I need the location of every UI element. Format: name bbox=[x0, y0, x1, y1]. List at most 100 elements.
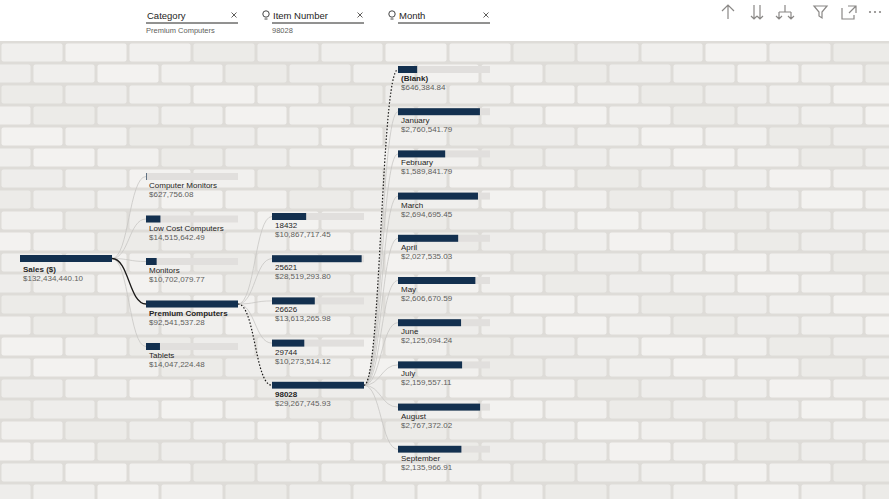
brick bbox=[2, 86, 63, 104]
brick bbox=[98, 443, 159, 461]
brick bbox=[0, 317, 31, 335]
brick bbox=[610, 107, 671, 125]
brick bbox=[450, 44, 511, 62]
brick bbox=[130, 128, 191, 146]
filter-icon[interactable] bbox=[814, 6, 827, 18]
brick bbox=[226, 191, 287, 209]
expand-level-icon[interactable] bbox=[776, 5, 794, 19]
clear-stroke[interactable] bbox=[484, 13, 489, 18]
brick bbox=[226, 149, 287, 167]
more-options-icon[interactable] bbox=[874, 11, 876, 13]
bar[interactable] bbox=[398, 404, 480, 411]
brick bbox=[162, 485, 223, 499]
bar[interactable] bbox=[398, 193, 478, 200]
bar[interactable] bbox=[272, 255, 362, 262]
brick bbox=[610, 485, 671, 499]
brick bbox=[546, 65, 607, 83]
bar[interactable] bbox=[398, 319, 461, 326]
brick bbox=[642, 128, 703, 146]
brick bbox=[194, 128, 255, 146]
filter-clear[interactable] bbox=[358, 13, 363, 18]
bar-track bbox=[146, 343, 238, 350]
brick bbox=[802, 65, 863, 83]
header-band bbox=[0, 0, 889, 41]
brick bbox=[866, 65, 889, 83]
brick bbox=[706, 170, 767, 188]
brick bbox=[482, 359, 543, 377]
bar[interactable] bbox=[398, 446, 461, 453]
bar[interactable] bbox=[146, 301, 238, 308]
bar[interactable] bbox=[272, 382, 364, 389]
node-value: $10,273,514.12 bbox=[275, 357, 331, 366]
brick bbox=[258, 422, 319, 440]
node-label: Premium Computers bbox=[149, 309, 228, 318]
focus-mode-icon[interactable] bbox=[842, 6, 856, 19]
node-label: June bbox=[401, 327, 419, 336]
bar[interactable] bbox=[272, 297, 315, 304]
brick bbox=[770, 254, 831, 272]
filter-clear[interactable] bbox=[232, 13, 237, 18]
brick bbox=[482, 149, 543, 167]
brick bbox=[674, 401, 735, 419]
brick bbox=[578, 254, 639, 272]
node-label: 25621 bbox=[275, 263, 298, 272]
drill-down-icon[interactable] bbox=[751, 5, 763, 19]
clear-stroke[interactable] bbox=[232, 13, 237, 18]
node-label: 98028 bbox=[275, 390, 298, 399]
node-value: $132,434,440.10 bbox=[23, 274, 84, 283]
brick bbox=[98, 485, 159, 499]
bar[interactable] bbox=[272, 340, 304, 347]
brick bbox=[674, 485, 735, 499]
bar[interactable] bbox=[398, 150, 445, 157]
brick bbox=[770, 338, 831, 356]
clear-stroke[interactable] bbox=[232, 13, 237, 18]
bar[interactable] bbox=[398, 235, 458, 242]
node-value: $14,515,642.49 bbox=[149, 233, 205, 242]
brick bbox=[610, 443, 671, 461]
bar[interactable] bbox=[146, 173, 147, 180]
brick bbox=[674, 359, 735, 377]
bar[interactable] bbox=[398, 277, 475, 284]
brick bbox=[450, 464, 511, 482]
brick bbox=[834, 296, 889, 314]
brick bbox=[482, 275, 543, 293]
clear-stroke[interactable] bbox=[358, 13, 363, 18]
brick bbox=[546, 233, 607, 251]
brick bbox=[0, 485, 31, 499]
background bbox=[0, 0, 889, 499]
node-label: January bbox=[401, 116, 429, 125]
brick bbox=[226, 485, 287, 499]
clear-stroke[interactable] bbox=[358, 13, 363, 18]
clear-stroke[interactable] bbox=[484, 13, 489, 18]
brick bbox=[450, 212, 511, 230]
brick bbox=[258, 464, 319, 482]
more-options-icon[interactable] bbox=[869, 11, 871, 13]
brick bbox=[866, 149, 889, 167]
bars bbox=[20, 255, 112, 262]
filter-clear[interactable] bbox=[484, 13, 489, 18]
bar[interactable] bbox=[398, 361, 462, 368]
brick bbox=[674, 275, 735, 293]
bar[interactable] bbox=[398, 108, 480, 115]
connector bbox=[364, 238, 398, 385]
brick bbox=[0, 359, 31, 377]
bar[interactable] bbox=[146, 216, 160, 223]
node-value: $2,694,695.45 bbox=[401, 210, 453, 219]
bar[interactable] bbox=[398, 66, 417, 73]
brick bbox=[802, 317, 863, 335]
node-label: April bbox=[401, 243, 417, 252]
brick bbox=[738, 191, 799, 209]
drill-up-icon[interactable] bbox=[722, 5, 734, 19]
brick bbox=[610, 401, 671, 419]
bar-track bbox=[272, 255, 364, 262]
connector bbox=[364, 385, 398, 449]
bar[interactable] bbox=[146, 258, 157, 265]
more-options-icon[interactable] bbox=[879, 11, 881, 13]
bar[interactable] bbox=[146, 343, 160, 350]
toolbar bbox=[722, 5, 881, 19]
connector bbox=[364, 154, 398, 385]
bar[interactable] bbox=[272, 213, 306, 220]
brick bbox=[770, 464, 831, 482]
brick bbox=[514, 212, 575, 230]
brick bbox=[322, 464, 383, 482]
